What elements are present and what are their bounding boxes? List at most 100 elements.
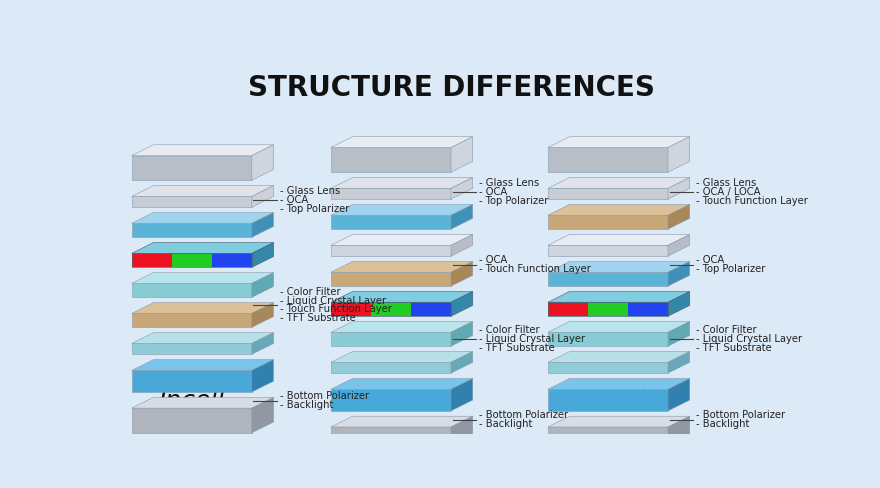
Polygon shape (668, 322, 690, 346)
Polygon shape (331, 178, 473, 188)
Polygon shape (451, 379, 473, 411)
Polygon shape (548, 235, 690, 245)
Text: - Color Filter: - Color Filter (696, 325, 757, 335)
Text: - Backlight: - Backlight (280, 400, 334, 410)
Polygon shape (548, 262, 690, 272)
Polygon shape (132, 145, 274, 156)
Polygon shape (548, 322, 690, 332)
Text: - Liquid Crystal Layer: - Liquid Crystal Layer (280, 296, 385, 305)
Polygon shape (331, 362, 451, 373)
Polygon shape (370, 302, 411, 316)
Polygon shape (548, 351, 690, 362)
Polygon shape (212, 253, 252, 267)
Polygon shape (252, 397, 274, 433)
Text: - Bottom Polarizer: - Bottom Polarizer (696, 410, 785, 420)
Text: - Glass Lens: - Glass Lens (479, 178, 539, 188)
Polygon shape (548, 302, 588, 316)
Polygon shape (628, 302, 668, 316)
Text: - Touch Function Layer: - Touch Function Layer (479, 264, 590, 274)
Polygon shape (451, 137, 473, 172)
Polygon shape (252, 185, 274, 207)
Text: - OCA: - OCA (280, 195, 308, 205)
Polygon shape (132, 243, 274, 253)
Polygon shape (668, 416, 690, 452)
Polygon shape (451, 204, 473, 229)
Text: - Top Polarizer: - Top Polarizer (479, 196, 548, 206)
Polygon shape (548, 332, 668, 346)
Polygon shape (451, 178, 473, 199)
Polygon shape (548, 379, 690, 389)
Polygon shape (451, 322, 473, 346)
Text: - TFT Substrate: - TFT Substrate (696, 343, 772, 352)
Text: Outcell: Outcell (564, 389, 652, 413)
Polygon shape (132, 185, 274, 196)
Polygon shape (451, 416, 473, 452)
Polygon shape (668, 204, 690, 229)
Polygon shape (331, 215, 451, 229)
Polygon shape (548, 291, 690, 302)
Text: - Glass Lens: - Glass Lens (280, 186, 340, 196)
Text: - Color Filter: - Color Filter (280, 286, 341, 297)
Text: - TFT Substrate: - TFT Substrate (479, 343, 554, 352)
Polygon shape (132, 273, 274, 284)
Polygon shape (331, 389, 451, 411)
Polygon shape (132, 213, 274, 224)
Polygon shape (548, 137, 690, 147)
Text: - Liquid Crystal Layer: - Liquid Crystal Layer (696, 334, 802, 344)
Polygon shape (668, 178, 690, 199)
Polygon shape (252, 273, 274, 297)
Polygon shape (331, 262, 473, 272)
Polygon shape (451, 262, 473, 286)
Text: - OCA / LOCA: - OCA / LOCA (696, 187, 760, 197)
Polygon shape (548, 204, 690, 215)
Polygon shape (132, 156, 252, 180)
Polygon shape (451, 235, 473, 256)
Text: - Color Filter: - Color Filter (479, 325, 539, 335)
Polygon shape (252, 145, 274, 180)
Polygon shape (451, 351, 473, 373)
Polygon shape (132, 397, 274, 408)
Polygon shape (331, 188, 451, 199)
Polygon shape (331, 302, 370, 316)
Polygon shape (331, 379, 473, 389)
Polygon shape (548, 272, 668, 286)
Polygon shape (548, 362, 668, 373)
Polygon shape (548, 215, 668, 229)
Polygon shape (252, 243, 274, 267)
Polygon shape (548, 178, 690, 188)
Text: - TFT Substrate: - TFT Substrate (280, 313, 356, 323)
Polygon shape (132, 370, 252, 392)
Polygon shape (132, 224, 252, 237)
Text: - Top Polarizer: - Top Polarizer (280, 204, 349, 214)
Polygon shape (331, 322, 473, 332)
Polygon shape (331, 272, 451, 286)
Text: - Backlight: - Backlight (696, 419, 749, 429)
Polygon shape (548, 188, 668, 199)
Polygon shape (668, 235, 690, 256)
Polygon shape (132, 303, 274, 313)
Polygon shape (132, 253, 172, 267)
Polygon shape (331, 332, 451, 346)
Polygon shape (548, 427, 668, 452)
Polygon shape (331, 137, 473, 147)
Polygon shape (132, 333, 274, 344)
Text: - Bottom Polarizer: - Bottom Polarizer (280, 391, 369, 402)
Polygon shape (252, 360, 274, 392)
Text: - OCA: - OCA (696, 256, 724, 265)
Polygon shape (252, 303, 274, 327)
Polygon shape (252, 333, 274, 354)
Polygon shape (331, 245, 451, 256)
Polygon shape (668, 291, 690, 316)
Text: - Glass Lens: - Glass Lens (696, 178, 756, 188)
Polygon shape (548, 416, 690, 427)
Polygon shape (132, 408, 252, 433)
Polygon shape (132, 344, 252, 354)
Polygon shape (331, 235, 473, 245)
Polygon shape (132, 360, 274, 370)
Polygon shape (411, 302, 451, 316)
Polygon shape (331, 291, 473, 302)
Polygon shape (548, 245, 668, 256)
Polygon shape (331, 204, 473, 215)
Polygon shape (132, 313, 252, 327)
Polygon shape (331, 147, 451, 172)
